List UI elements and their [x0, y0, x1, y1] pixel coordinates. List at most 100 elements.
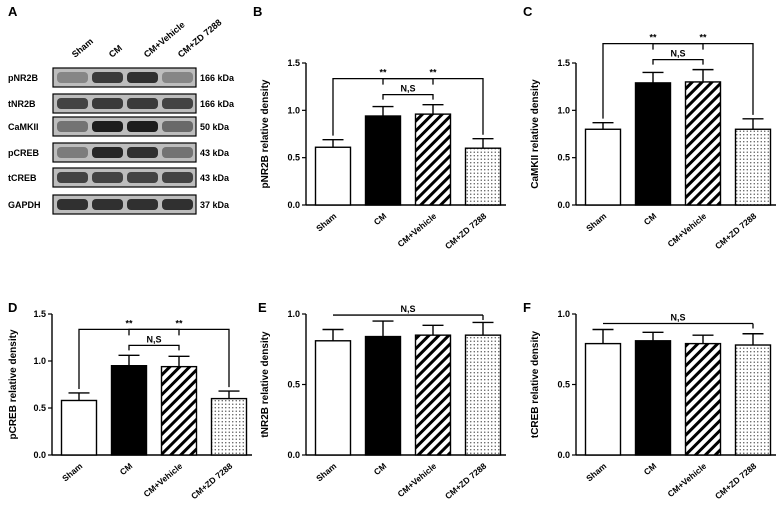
panel-letter: B: [253, 4, 262, 19]
blot-row: GAPDH 37 kDa: [8, 194, 230, 215]
y-tick-label: 0.0: [287, 450, 300, 460]
bar: [60, 399, 98, 456]
panel-letter: F: [523, 300, 531, 315]
significance-bracket: [128, 328, 230, 388]
panel-letter: E: [258, 300, 267, 315]
bar: [684, 81, 722, 206]
bar: [314, 146, 352, 206]
category-label: CM+ZD 7288: [713, 461, 759, 501]
bar: [414, 113, 452, 206]
blot-band: [57, 199, 88, 210]
bar: [634, 340, 672, 456]
blot-lane-label: Sham: [70, 36, 95, 59]
category-label: CM+ZD 7288: [713, 211, 759, 251]
y-tick-label: 0.5: [557, 380, 570, 390]
blot-strip: [52, 194, 197, 215]
blot-protein-label: tNR2B: [8, 99, 36, 109]
blot-protein-label: CaMKII: [8, 122, 39, 132]
category-label: CM: [642, 211, 659, 227]
significance-label: **: [699, 33, 707, 43]
y-axis-label: pNR2B relative density: [260, 79, 271, 188]
category-label: Sham: [584, 461, 608, 484]
blot-strip: [52, 67, 197, 88]
category-label: CM+Vehicle: [395, 211, 438, 249]
blot-band: [162, 72, 193, 83]
y-tick-label: 0.0: [33, 450, 46, 460]
blot-band: [127, 147, 158, 158]
blot-band: [127, 199, 158, 210]
bar: [110, 365, 148, 456]
blot-band: [92, 172, 123, 183]
category-label: CM+ZD 7288: [189, 461, 235, 501]
y-tick-label: 1.0: [557, 309, 570, 319]
blot-strip: [52, 142, 197, 163]
y-tick-label: 1.0: [287, 105, 300, 115]
bar: [364, 115, 402, 206]
blot-band: [57, 147, 88, 158]
category-label: Sham: [314, 461, 338, 484]
blot-band: [162, 121, 193, 132]
significance-bracket: [652, 42, 754, 115]
blot-strip: [52, 116, 197, 137]
blot-band: [92, 121, 123, 132]
blot-size-label: 43 kDa: [200, 148, 230, 158]
panel-letter: D: [8, 300, 17, 315]
bar: [414, 334, 452, 456]
blot-band: [127, 172, 158, 183]
blot-band: [92, 98, 123, 109]
blot-lane-label: CM: [107, 43, 124, 60]
significance-bracket: [382, 94, 434, 100]
y-tick-label: 1.5: [33, 309, 46, 319]
category-label: CM+Vehicle: [665, 211, 708, 249]
y-tick-label: 1.0: [287, 309, 300, 319]
significance-label: N,S: [670, 49, 685, 59]
significance-bracket: [128, 344, 180, 351]
blot-size-label: 43 kDa: [200, 173, 230, 183]
significance-label: N,S: [400, 304, 415, 314]
category-label: CM: [372, 461, 389, 477]
y-tick-label: 1.5: [287, 58, 300, 68]
blot-protein-label: pNR2B: [8, 73, 39, 83]
blot-protein-label: pCREB: [8, 148, 39, 158]
y-axis-label: tNR2B relative density: [260, 331, 271, 438]
bar: [364, 335, 402, 456]
category-label: CM+Vehicle: [141, 461, 184, 499]
blot-strip: [52, 167, 197, 188]
blot-band: [127, 98, 158, 109]
bar: [634, 82, 672, 206]
category-label: Sham: [584, 211, 608, 234]
blot-band: [92, 72, 123, 83]
significance-label: N,S: [146, 334, 161, 344]
y-tick-label: 0.5: [33, 403, 46, 413]
blot-band: [57, 98, 88, 109]
blot-band: [127, 121, 158, 132]
y-axis-label: pCREB relative density: [8, 329, 19, 439]
y-tick-label: 1.0: [557, 105, 570, 115]
category-label: Sham: [314, 211, 338, 234]
y-tick-label: 0.5: [557, 153, 570, 163]
blot-protein-label: GAPDH: [8, 200, 41, 210]
blot-strip: [52, 93, 197, 114]
blot-band: [162, 147, 193, 158]
category-label: CM+Vehicle: [665, 461, 708, 499]
significance-label: **: [429, 68, 437, 78]
bar: [584, 342, 622, 456]
y-tick-label: 1.0: [33, 356, 46, 366]
blot-band: [92, 147, 123, 158]
bar: [464, 147, 502, 206]
blot-band: [162, 98, 193, 109]
category-label: CM+ZD 7288: [443, 211, 489, 251]
significance-label: **: [175, 318, 183, 328]
significance-label: **: [649, 33, 657, 43]
bar: [734, 128, 772, 206]
category-label: Sham: [60, 461, 84, 484]
bar: [734, 344, 772, 456]
y-tick-label: 1.5: [557, 58, 570, 68]
blot-row: pNR2B 166 kDa: [8, 67, 235, 88]
